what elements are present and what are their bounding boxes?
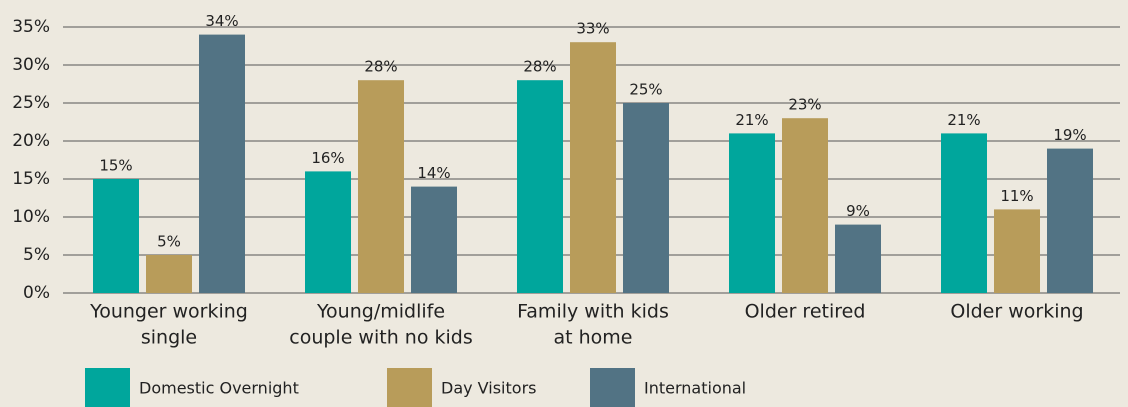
value-label: 28% — [364, 58, 397, 76]
value-label: 25% — [629, 81, 662, 99]
bar — [941, 133, 987, 293]
value-label: 16% — [311, 149, 344, 167]
bar — [623, 103, 669, 293]
value-label: 28% — [523, 58, 556, 76]
legend-label: Domestic Overnight — [139, 379, 299, 398]
bar — [305, 171, 351, 293]
legend-label: International — [644, 379, 746, 398]
bar — [782, 118, 828, 293]
value-label: 11% — [1000, 187, 1033, 205]
bar — [93, 179, 139, 293]
legend-swatch — [387, 368, 432, 407]
legend-label: Day Visitors — [441, 379, 536, 398]
value-label: 23% — [788, 96, 821, 114]
bar — [570, 42, 616, 294]
value-label: 15% — [99, 157, 132, 175]
bar — [146, 255, 192, 293]
x-tick-label: at home — [554, 327, 633, 349]
x-tick-label: Older working — [950, 301, 1083, 323]
bar — [358, 80, 404, 293]
value-label: 19% — [1053, 126, 1086, 144]
bar — [199, 34, 245, 293]
bar — [729, 133, 775, 293]
bar — [1047, 148, 1093, 293]
value-label: 9% — [846, 202, 870, 220]
bar — [517, 80, 563, 293]
y-tick-label: 25% — [12, 93, 50, 113]
bar — [835, 224, 881, 293]
value-label: 33% — [576, 20, 609, 38]
x-tick-label: Family with kids — [517, 301, 669, 323]
y-tick-label: 0% — [23, 283, 50, 303]
y-tick-label: 35% — [12, 17, 50, 37]
x-tick-label: Younger working — [89, 301, 248, 323]
x-tick-label: single — [141, 327, 197, 349]
value-label: 14% — [417, 164, 450, 182]
x-tick-label: couple with no kids — [289, 327, 472, 349]
value-label: 21% — [735, 111, 768, 129]
y-tick-label: 20% — [12, 131, 50, 151]
y-tick-label: 30% — [12, 55, 50, 75]
legend-swatch — [590, 368, 635, 407]
y-tick-label: 10% — [12, 207, 50, 227]
bar — [994, 209, 1040, 293]
value-label: 21% — [947, 111, 980, 129]
legend-swatch — [85, 368, 130, 407]
y-tick-label: 5% — [23, 245, 50, 265]
x-tick-label: Older retired — [745, 301, 866, 323]
value-label: 5% — [157, 233, 181, 251]
y-tick-label: 15% — [12, 169, 50, 189]
bar — [411, 186, 457, 293]
x-tick-label: Young/midlife — [316, 301, 445, 323]
value-label: 34% — [205, 12, 238, 30]
